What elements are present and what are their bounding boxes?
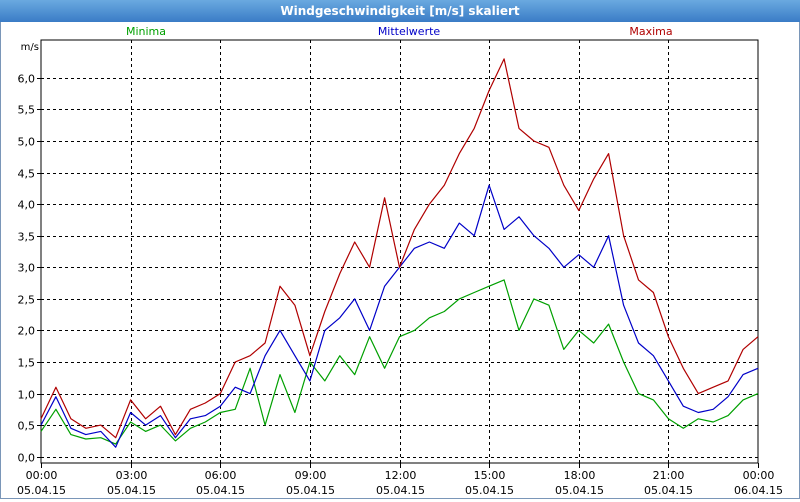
x-tick-date: 06.04.15	[734, 484, 783, 497]
y-tick-label: 4,5	[18, 168, 36, 181]
x-tick-time: 00:00	[26, 469, 58, 482]
y-tick-label: 2,0	[18, 325, 36, 338]
y-tick-label: 2,5	[18, 294, 36, 307]
x-tick-date: 05.04.15	[107, 484, 156, 497]
x-tick-date: 05.04.15	[376, 484, 425, 497]
series-line-minima	[40, 279, 759, 445]
x-tick-date: 05.04.15	[465, 484, 514, 497]
y-tick-label: 5,0	[18, 136, 36, 149]
x-tick-time: 06:00	[205, 469, 237, 482]
legend-mittelwerte: Mittelwerte	[378, 25, 441, 38]
x-tick-time: 00:00	[743, 469, 775, 482]
x-tick-date: 05.04.15	[644, 484, 693, 497]
y-tick-label: 0,5	[18, 420, 36, 433]
x-tick-time: 21:00	[653, 469, 685, 482]
x-tick-date: 05.04.15	[286, 484, 335, 497]
legend-maxima: Maxima	[629, 25, 672, 38]
x-tick-date: 05.04.15	[196, 484, 245, 497]
x-tick-time: 15:00	[474, 469, 506, 482]
x-tick-time: 09:00	[295, 469, 327, 482]
y-tick-label: 5,5	[18, 104, 36, 117]
chart-window: 0,0 0,5 1,0 1,5 2,0 2,5 3,0 3,5 4,0 4,5 5,0 5,5 6,0 0…	[0, 22, 800, 499]
x-tick-date: 05.04.15	[17, 484, 66, 497]
y-tick-label: 0,0	[18, 452, 36, 465]
y-tick-label: 4,0	[18, 199, 36, 212]
x-tick-time: 03:00	[116, 469, 148, 482]
x-tick-time: 12:00	[385, 469, 417, 482]
y-axis-label: m/s	[21, 42, 39, 53]
x-tick-date: 05.04.15	[555, 484, 604, 497]
y-tick-label: 3,0	[18, 262, 36, 275]
plot-frame	[40, 39, 759, 464]
y-tick-label: 1,5	[18, 357, 36, 370]
legend-minima: Minima	[126, 25, 166, 38]
y-tick-label: 1,0	[18, 389, 36, 402]
wind-speed-chart: 0,0 0,5 1,0 1,5 2,0 2,5 3,0 3,5 4,0 4,5 5,0 5,5 6,0 0…	[17, 25, 783, 497]
series-line-maxima	[40, 58, 759, 439]
y-tick-label: 3,5	[18, 231, 36, 244]
y-tick-label: 6,0	[18, 73, 36, 86]
x-tick-time: 18:00	[564, 469, 596, 482]
window-title: Windgeschwindigkeit [m/s] skaliert	[0, 0, 800, 23]
